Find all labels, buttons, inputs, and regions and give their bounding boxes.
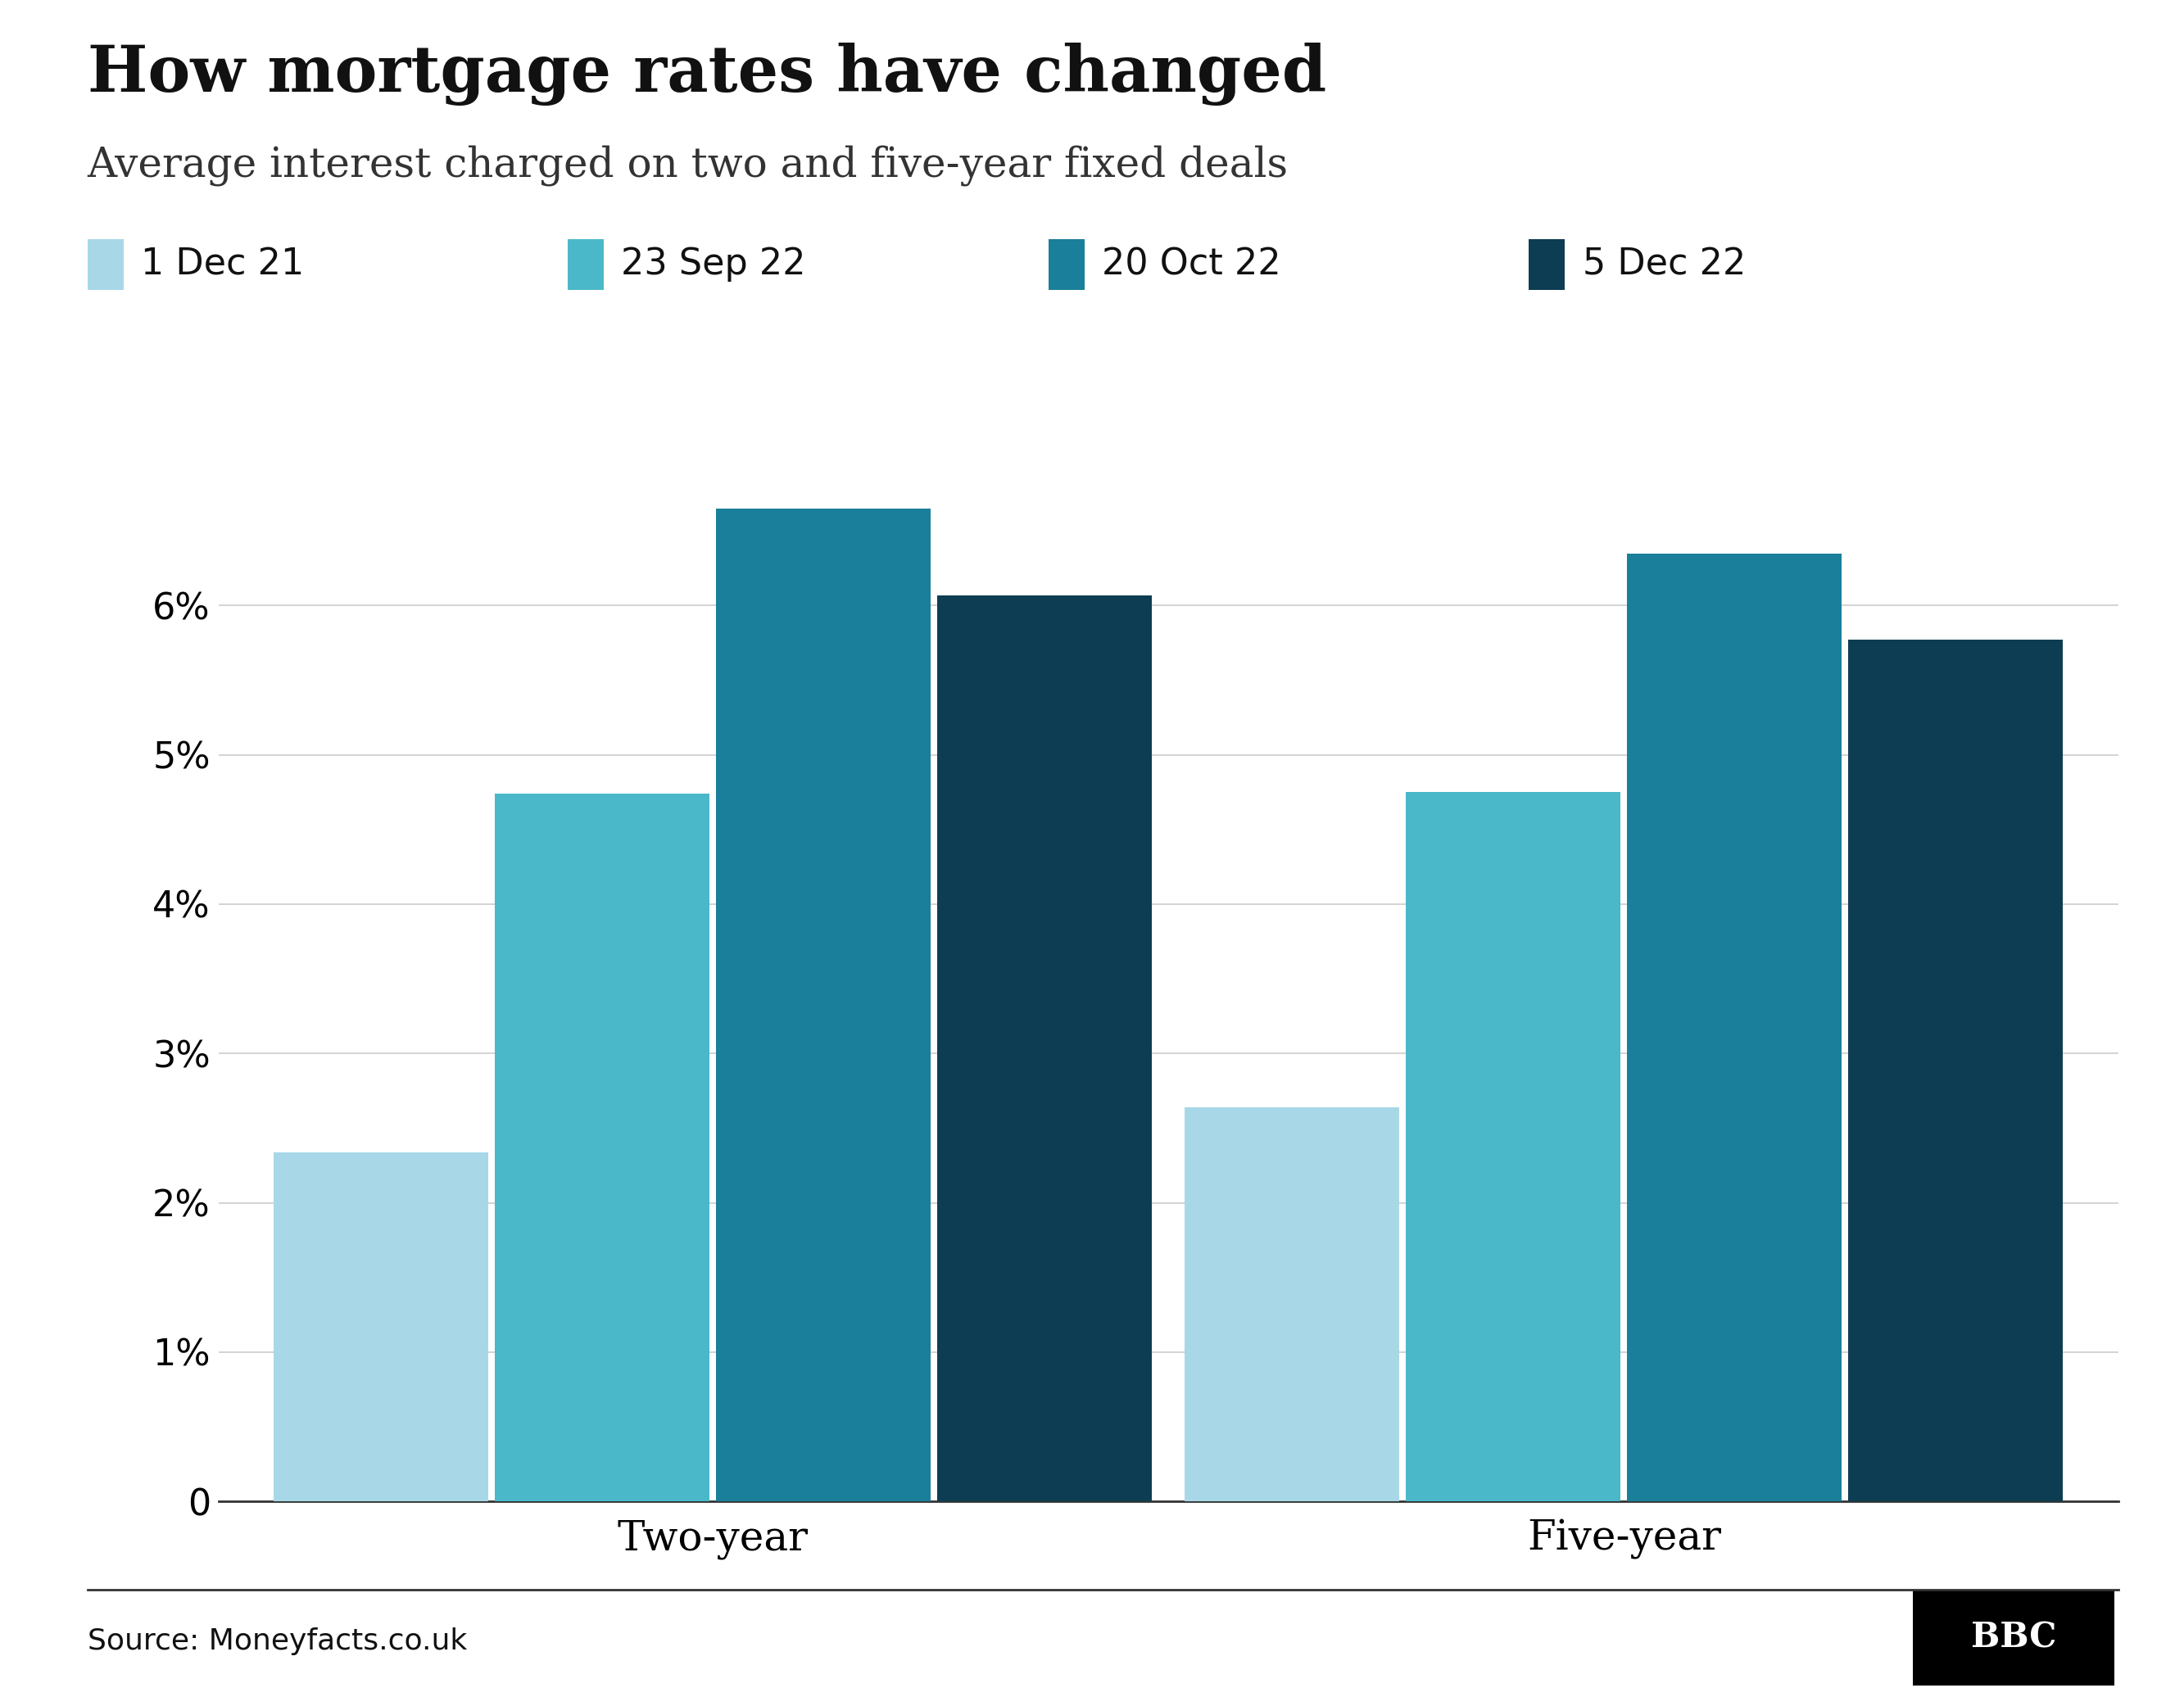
Bar (1406, 792, 1621, 1501)
Text: Average interest charged on two and five-year fixed deals: Average interest charged on two and five… (87, 145, 1289, 186)
Text: 20 Oct 22: 20 Oct 22 (1101, 247, 1282, 281)
Bar (1627, 553, 1841, 1501)
Text: BBC: BBC (1970, 1621, 2057, 1655)
Bar (716, 508, 930, 1501)
Text: 23 Sep 22: 23 Sep 22 (622, 247, 806, 281)
Text: Source: Moneyfacts.co.uk: Source: Moneyfacts.co.uk (87, 1628, 467, 1655)
Text: 5 Dec 22: 5 Dec 22 (1581, 247, 1745, 281)
Bar (273, 1152, 489, 1501)
Text: 1 Dec 21: 1 Dec 21 (140, 247, 304, 281)
Bar (1184, 1107, 1400, 1501)
Bar (937, 595, 1153, 1501)
Bar (1848, 640, 2064, 1501)
Bar (496, 793, 710, 1501)
Text: How mortgage rates have changed: How mortgage rates have changed (87, 43, 1326, 106)
